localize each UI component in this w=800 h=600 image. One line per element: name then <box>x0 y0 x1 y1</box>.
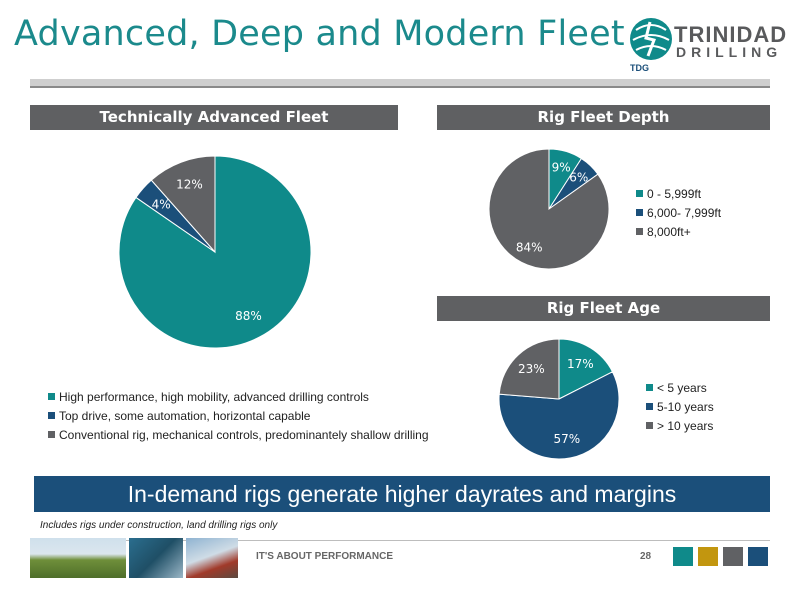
pie-chart-advanced-fleet: 88% 4% 12% <box>118 155 312 349</box>
pie-slice <box>488 148 610 270</box>
logo-wordmark-line2: DRILLING <box>676 44 783 60</box>
pie-chart-fleet-age: 17% 57% 23% <box>498 338 620 460</box>
pie-chart-fleet-depth: 9%6% 84% <box>488 148 610 270</box>
pie-data-label: 57% <box>554 432 581 446</box>
pie-data-label: 88% <box>235 309 262 323</box>
pie-data-label: 17% <box>567 357 594 371</box>
legend-item: 5-10 years <box>646 397 714 416</box>
legend-swatch-icon <box>48 431 55 438</box>
logo-wordmark-line1: TRINIDAD <box>674 22 788 47</box>
footer-color-square <box>723 547 743 566</box>
chart-title-fleet-depth: Rig Fleet Depth <box>437 105 770 130</box>
rig-derrick-photo <box>186 538 238 578</box>
page-number: 28 <box>640 551 652 562</box>
title-divider <box>30 79 770 88</box>
footer-color-square <box>748 547 768 566</box>
legend-swatch-icon <box>646 422 653 429</box>
pie-slice <box>558 338 614 400</box>
logo-badge: TDG <box>630 63 649 73</box>
key-message-banner: In-demand rigs generate higher dayrates … <box>34 476 770 512</box>
chart-title-fleet-age: Rig Fleet Age <box>437 296 770 321</box>
rig-landscape-photo <box>30 538 126 578</box>
legend-label: 6,000- 7,999ft <box>647 205 722 220</box>
legend-swatch-icon <box>48 412 55 419</box>
legend-label: 8,000ft+ <box>647 224 691 239</box>
legend-label: 0 - 5,999ft <box>647 186 702 201</box>
legend-item: Top drive, some automation, horizontal c… <box>48 406 429 425</box>
pie-slice <box>498 338 560 400</box>
pie-slice <box>498 371 620 460</box>
legend-swatch-icon <box>636 190 643 197</box>
legend-label: Conventional rig, mechanical controls, p… <box>59 427 429 442</box>
legend-label: High performance, high mobility, advance… <box>59 389 369 404</box>
legend-swatch-icon <box>646 403 653 410</box>
legend-label: > 10 years <box>657 418 714 433</box>
legend-item: High performance, high mobility, advance… <box>48 387 429 406</box>
pie-data-label: 6% <box>569 171 588 185</box>
footer-tagline: IT'S ABOUT PERFORMANCE <box>256 551 394 562</box>
pie-data-label: 4% <box>152 197 171 211</box>
footer-color-square <box>698 547 718 566</box>
legend-label: 5-10 years <box>657 399 714 414</box>
legend-item: > 10 years <box>646 416 714 435</box>
footnote: Includes rigs under construction, land d… <box>40 520 278 531</box>
legend-fleet-age: < 5 years 5-10 years > 10 years <box>646 378 714 435</box>
legend-item: 6,000- 7,999ft <box>636 203 721 222</box>
footer-divider <box>30 540 770 541</box>
pie-slice <box>150 155 216 254</box>
legend-swatch-icon <box>636 209 643 216</box>
page-title: Advanced, Deep and Modern Fleet <box>14 14 625 54</box>
legend-swatch-icon <box>48 393 55 400</box>
legend-label: Top drive, some automation, horizontal c… <box>59 408 311 423</box>
globe-logo-icon <box>630 18 672 60</box>
legend-advanced-fleet: High performance, high mobility, advance… <box>48 387 429 444</box>
pie-data-label: 84% <box>516 240 543 254</box>
legend-swatch-icon <box>636 228 643 235</box>
legend-item: 8,000ft+ <box>636 222 721 241</box>
rig-equipment-photo <box>129 538 183 578</box>
legend-item: 0 - 5,999ft <box>636 184 721 203</box>
pie-data-label: 12% <box>176 178 203 192</box>
footer-color-square <box>673 547 693 566</box>
legend-item: < 5 years <box>646 378 714 397</box>
chart-title-advanced-fleet: Technically Advanced Fleet <box>30 105 398 130</box>
legend-label: < 5 years <box>657 380 707 395</box>
legend-swatch-icon <box>646 384 653 391</box>
pie-data-label: 23% <box>518 362 545 376</box>
pie-data-label: 9% <box>552 161 571 175</box>
legend-fleet-depth: 0 - 5,999ft 6,000- 7,999ft 8,000ft+ <box>636 184 721 241</box>
legend-item: Conventional rig, mechanical controls, p… <box>48 425 429 444</box>
